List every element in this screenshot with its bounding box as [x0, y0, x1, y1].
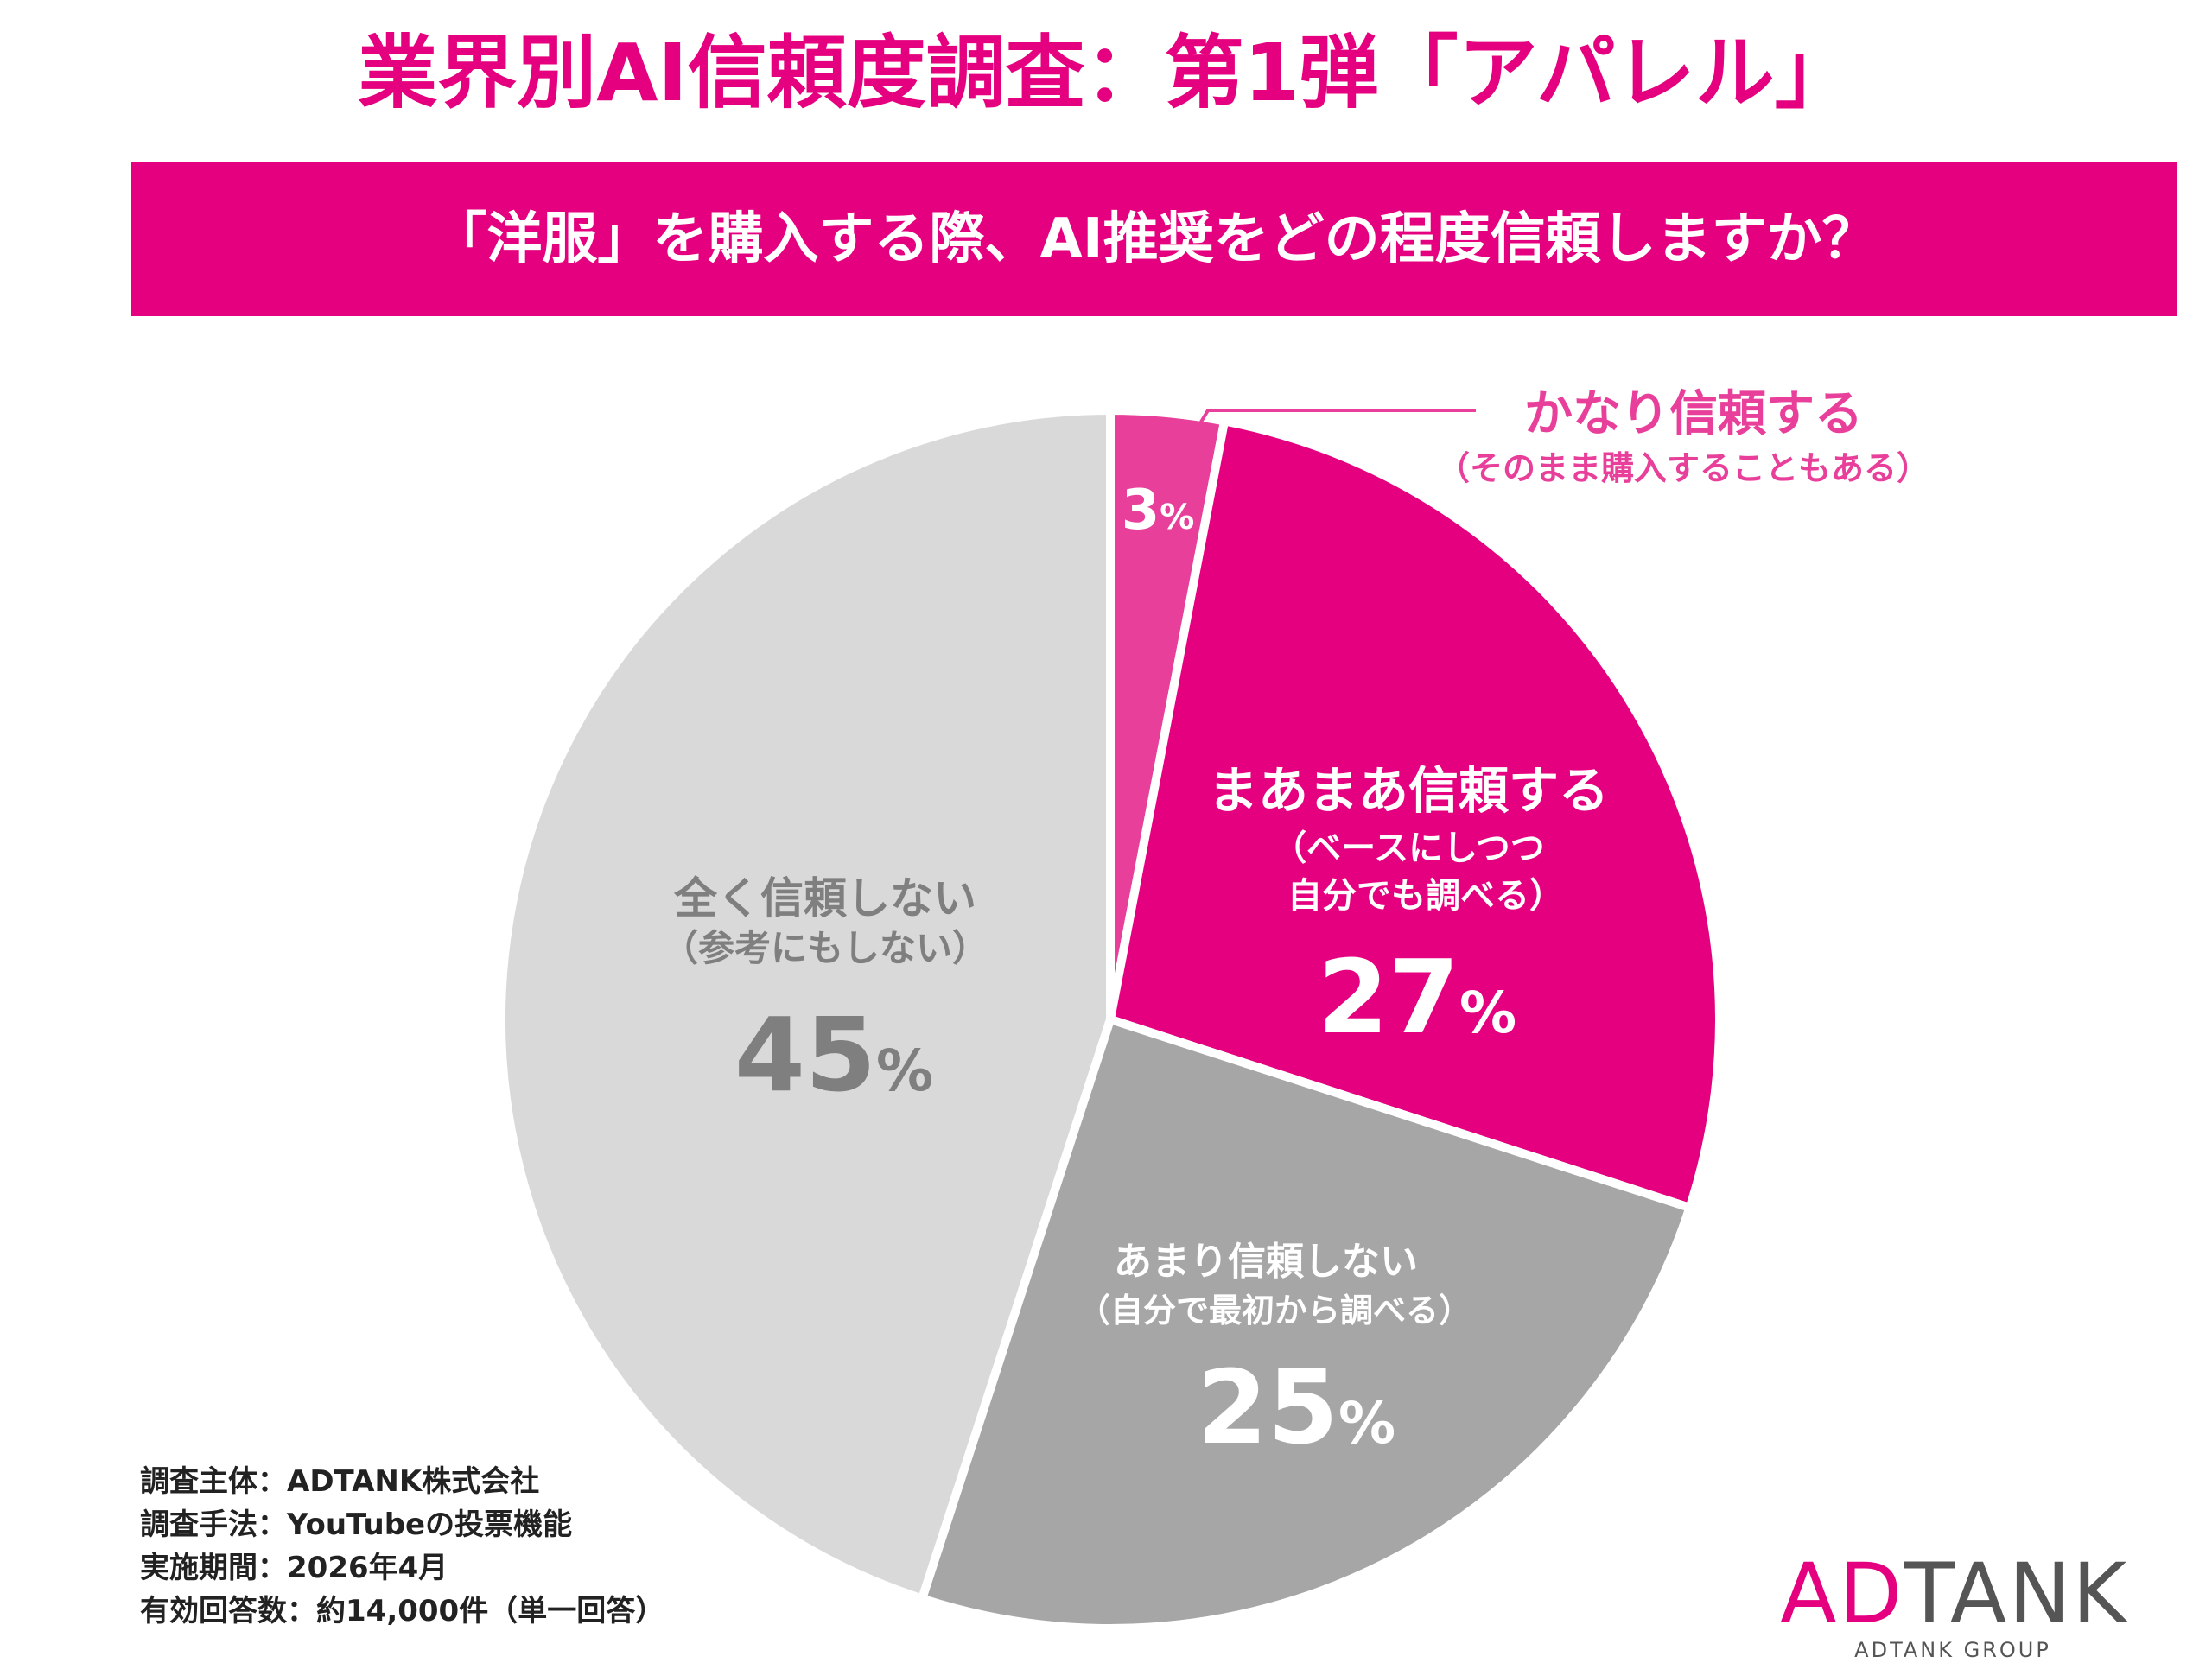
slice-value-low-unit: % [1338, 1390, 1395, 1457]
logo-wordmark: ADTANK [1780, 1551, 2126, 1637]
slice-value-mid: 27% [1318, 937, 1516, 1057]
slice-value-low: 25% [1197, 1348, 1395, 1467]
logo-tank: TANK [1904, 1546, 2129, 1642]
slice-value-low-number: 25 [1197, 1348, 1338, 1467]
slice-low [918, 1015, 1694, 1633]
logo-ad: AD [1780, 1546, 1904, 1642]
question-text: 「洋服」を購入する際、AI推奨をどの程度信頼しますか？ [431, 207, 1878, 271]
slice-value-mid-number: 27 [1318, 937, 1459, 1057]
source-line-method: 調査手法：YouTubeの投票機能 [140, 1507, 573, 1542]
slice-label-mid-note-2: 自分でも調べる） [1287, 876, 1564, 916]
slice-value-high: 3% [1122, 479, 1195, 543]
slice-label-high-note: （そのまま購入することもある） [1437, 449, 1929, 487]
slice-value-mid-unit: % [1459, 980, 1516, 1046]
logo-subtitle: ADTANK GROUP [1854, 1638, 2051, 1662]
slice-value-high-unit: % [1160, 498, 1194, 537]
slice-value-high-number: 3 [1122, 479, 1160, 543]
slice-label-mid-note-1: （ベースにしつつ [1272, 828, 1545, 868]
source-line-period: 実施期間：2026年4月 [140, 1551, 448, 1585]
source-line-org: 調査主体：ADTANK株式会社 [140, 1464, 540, 1499]
slice-value-none-unit: % [876, 1038, 933, 1104]
leader-line [1193, 409, 1476, 434]
slice-label-mid-name: まあまあ信頼する [1208, 761, 1609, 820]
slice-label-none-note: （参考にもしない） [662, 927, 988, 969]
slice-label-high-name: かなり信頼する [1524, 386, 1863, 442]
slice-value-none-number: 45 [734, 995, 876, 1114]
slice-label-low-name: あまり信頼しない [1114, 1240, 1418, 1284]
adtank-logo: ADTANK ADTANK GROUP [1780, 1551, 2126, 1663]
slice-none [497, 406, 1115, 1603]
slice-value-none: 45% [734, 995, 933, 1114]
source-line-responses: 有効回答数：約14,000件（単一回答） [140, 1594, 665, 1628]
slice-mid [1106, 416, 1724, 1212]
slice-label-none-name: 全く信頼しない [673, 873, 976, 924]
question-banner: 「洋服」を購入する際、AI推奨をどの程度信頼しますか？ [131, 162, 2177, 316]
survey-source: 調査主体：ADTANK株式会社 調査手法：YouTubeの投票機能 実施期間：2… [140, 1460, 664, 1633]
slice-label-low-note: （自分で最初から調べる） [1077, 1292, 1471, 1330]
page-title: 業界別AI信頼度調査：第1弾「アパレル」 [358, 27, 1854, 119]
